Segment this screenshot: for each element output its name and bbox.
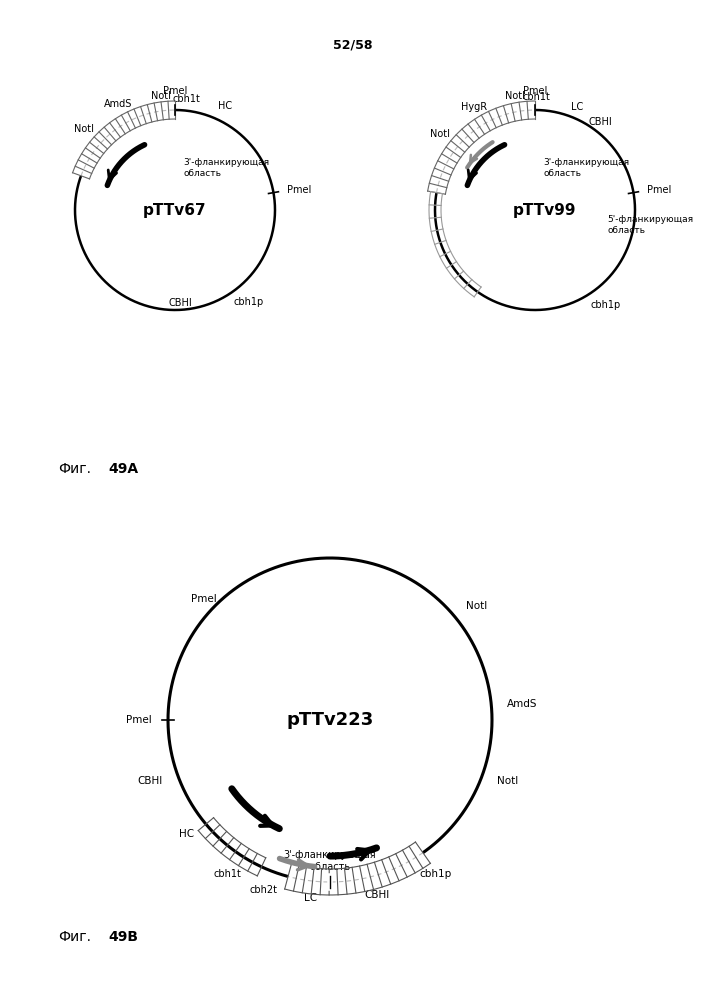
Text: NotI: NotI [431,129,450,139]
Text: 52/58: 52/58 [333,38,373,51]
Text: LC: LC [305,893,317,903]
Text: cbh1t: cbh1t [523,92,551,102]
Text: 49B: 49B [108,930,138,944]
Text: cbh1p: cbh1p [233,297,264,307]
Text: AmdS: AmdS [104,99,132,109]
Text: 3'-фланкирующая
область: 3'-фланкирующая область [183,158,269,178]
Text: CBHI: CBHI [589,117,613,127]
Text: NotI: NotI [497,776,518,786]
Text: LC: LC [571,102,583,112]
Text: pTTv67: pTTv67 [144,202,207,218]
Text: NotI: NotI [505,91,525,101]
Text: 49A: 49A [108,462,138,476]
Text: PmeI: PmeI [127,715,152,725]
Text: pTTv99: pTTv99 [513,202,577,218]
Text: 3'-фланкирующая
область: 3'-фланкирующая область [284,850,376,872]
Text: cbh1p: cbh1p [590,300,620,310]
Text: 5'-фланкирующая
область: 5'-фланкирующая область [607,215,693,235]
Text: cbh1t: cbh1t [173,94,201,104]
Text: HygR: HygR [461,102,487,112]
Text: pTTv223: pTTv223 [286,711,373,729]
Text: NotI: NotI [467,601,488,611]
Text: PmeI: PmeI [163,86,187,96]
Text: NotI: NotI [151,91,171,101]
Text: CBHI: CBHI [137,776,163,786]
Text: HC: HC [179,829,194,839]
Text: CBHI: CBHI [168,298,192,308]
Text: HC: HC [218,101,232,111]
Text: cbh2t: cbh2t [250,885,278,895]
Text: cbh1p: cbh1p [419,869,451,879]
Text: NotI: NotI [74,124,95,134]
Text: Фиг.: Фиг. [58,462,91,476]
Text: 3'-фланкирующая
область: 3'-фланкирующая область [543,158,629,178]
Text: Фиг.: Фиг. [58,930,91,944]
Text: PmeI: PmeI [648,185,672,195]
Text: PmeI: PmeI [287,185,312,195]
Text: PmeI: PmeI [522,86,547,96]
Text: cbh1t: cbh1t [213,869,241,879]
Text: CBHI: CBHI [364,890,390,900]
Text: PmeI: PmeI [192,594,217,604]
Text: AmdS: AmdS [508,699,538,709]
